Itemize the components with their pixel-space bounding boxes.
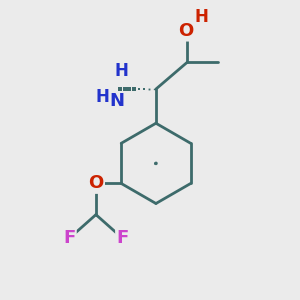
Text: F: F [63,230,75,247]
Text: H: H [195,8,208,26]
Text: O: O [178,22,193,40]
Text: H: H [115,62,129,80]
Text: H: H [95,88,109,106]
Text: O: O [88,174,103,192]
Text: N: N [110,92,125,110]
Text: F: F [117,230,129,247]
